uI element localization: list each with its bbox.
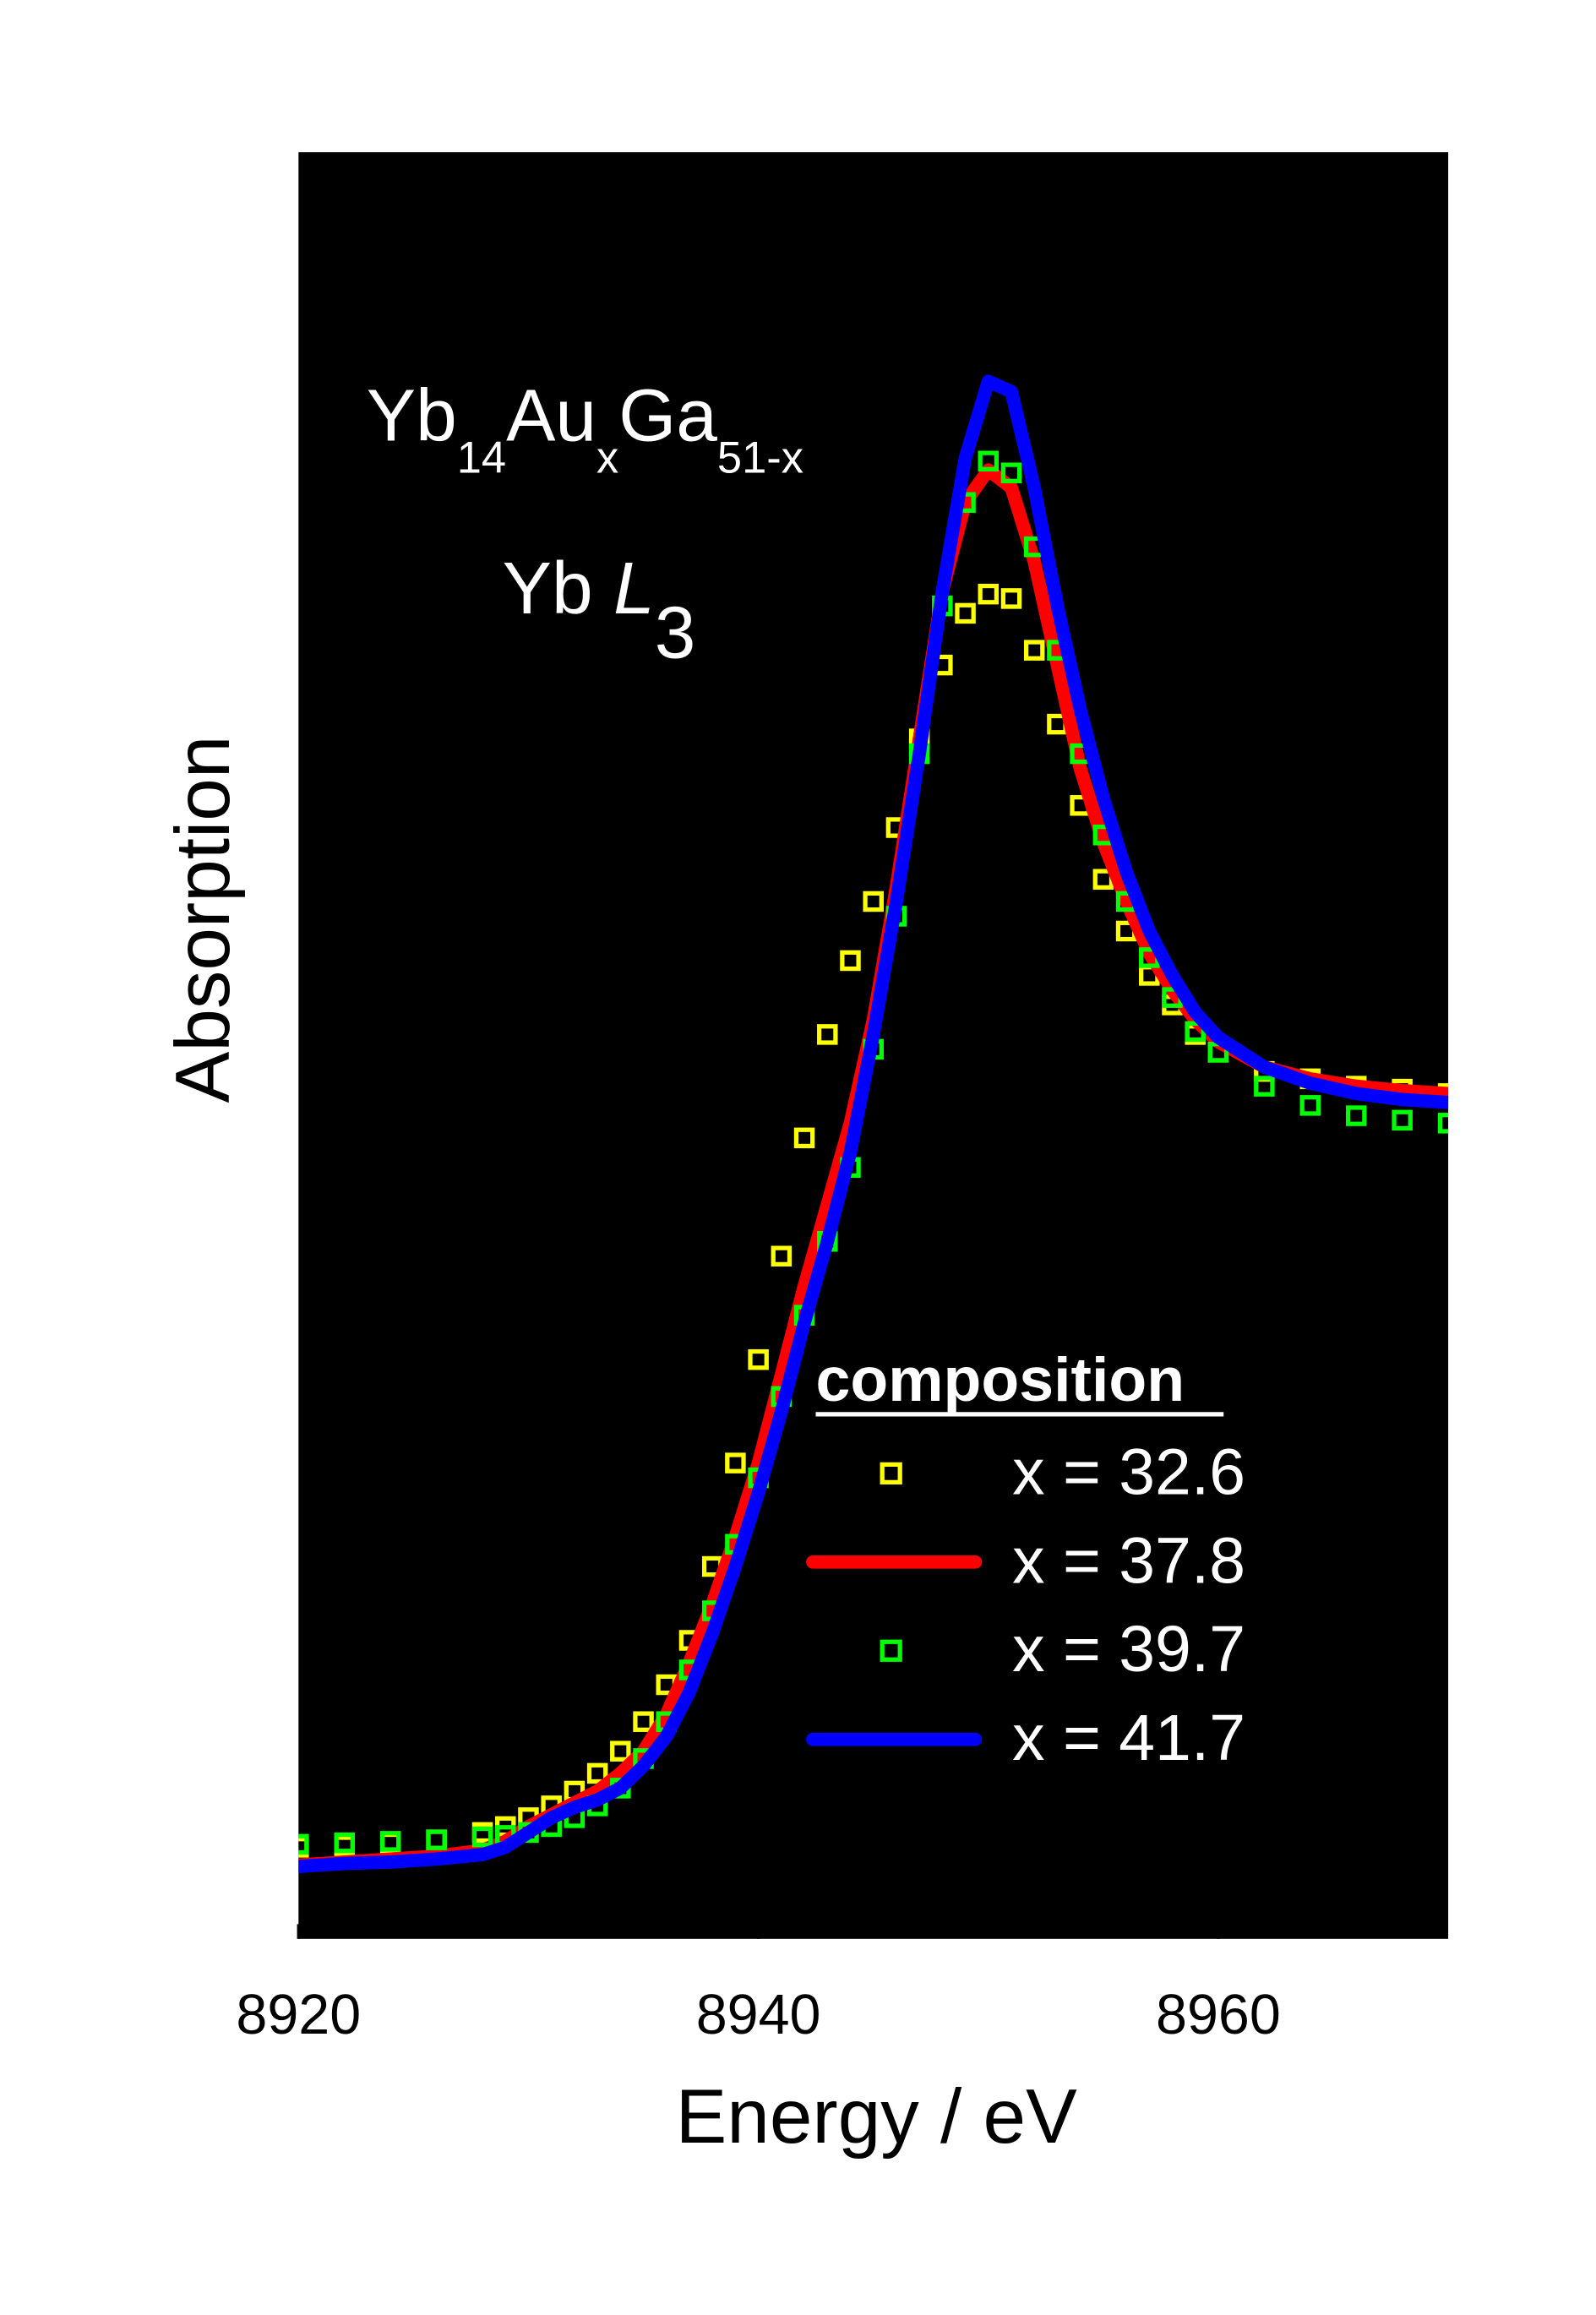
series-marker: [1185, 1021, 1206, 1043]
series-marker: [1392, 1109, 1413, 1131]
legend-label: x = 37.8: [1012, 1524, 1245, 1597]
series-marker: [633, 1711, 654, 1732]
formula-annotation: Yb14AuxGa51-x: [367, 373, 803, 482]
series-marker: [978, 450, 1000, 471]
series-marker: [1345, 1105, 1367, 1126]
legend-label: x = 39.7: [1012, 1613, 1245, 1686]
x-tick-label: 8960: [1156, 1984, 1281, 2046]
x-tick-label: 8920: [236, 1984, 361, 2046]
series-marker: [298, 1833, 309, 1855]
series-marker: [955, 602, 976, 624]
series-marker: [1023, 640, 1045, 661]
series-marker: [771, 1245, 793, 1266]
edge-text: Yb: [503, 547, 593, 629]
legend-label: x = 41.7: [1012, 1702, 1245, 1774]
series-marker: [610, 1740, 631, 1762]
series-marker: [725, 1452, 746, 1473]
edge-annotation: Yb L3: [503, 547, 696, 673]
series-marker: [793, 1127, 815, 1149]
series-marker: [426, 1829, 447, 1850]
formula-subscript: x: [596, 434, 618, 483]
edge-italic: L: [613, 547, 655, 629]
series-marker: [748, 1348, 769, 1370]
x-axis-label: Energy / eV: [676, 2074, 1078, 2160]
series-line: [298, 374, 1449, 1873]
legend-title: composition: [815, 1344, 1185, 1414]
legend-marker: [880, 1639, 902, 1662]
formula-subscript: 14: [457, 434, 506, 483]
formula-text: Yb: [367, 373, 457, 456]
y-axis-label: Absorption: [161, 736, 246, 1103]
series-marker: [1437, 1113, 1449, 1134]
series-marker: [586, 1762, 608, 1784]
series-marker: [1000, 588, 1022, 609]
formula-subscript: 51-x: [717, 434, 803, 483]
formula-text: Ga: [618, 373, 717, 456]
series-marker: [379, 1831, 401, 1852]
series-marker: [334, 1832, 355, 1854]
series-marker: [978, 583, 1000, 605]
edge-subscript: 3: [655, 591, 696, 673]
series-marker: [817, 1024, 838, 1045]
series-marker: [471, 1826, 493, 1848]
series-marker: [1299, 1095, 1321, 1116]
series-marker: [840, 950, 861, 972]
series-marker: [1000, 462, 1022, 483]
x-tick-label: 8940: [696, 1984, 821, 2046]
series-marker: [1254, 1076, 1275, 1097]
series-marker: [863, 891, 884, 912]
legend-label: x = 32.6: [1012, 1435, 1245, 1508]
formula-text: Au: [506, 373, 596, 456]
legend-marker: [880, 1462, 902, 1484]
